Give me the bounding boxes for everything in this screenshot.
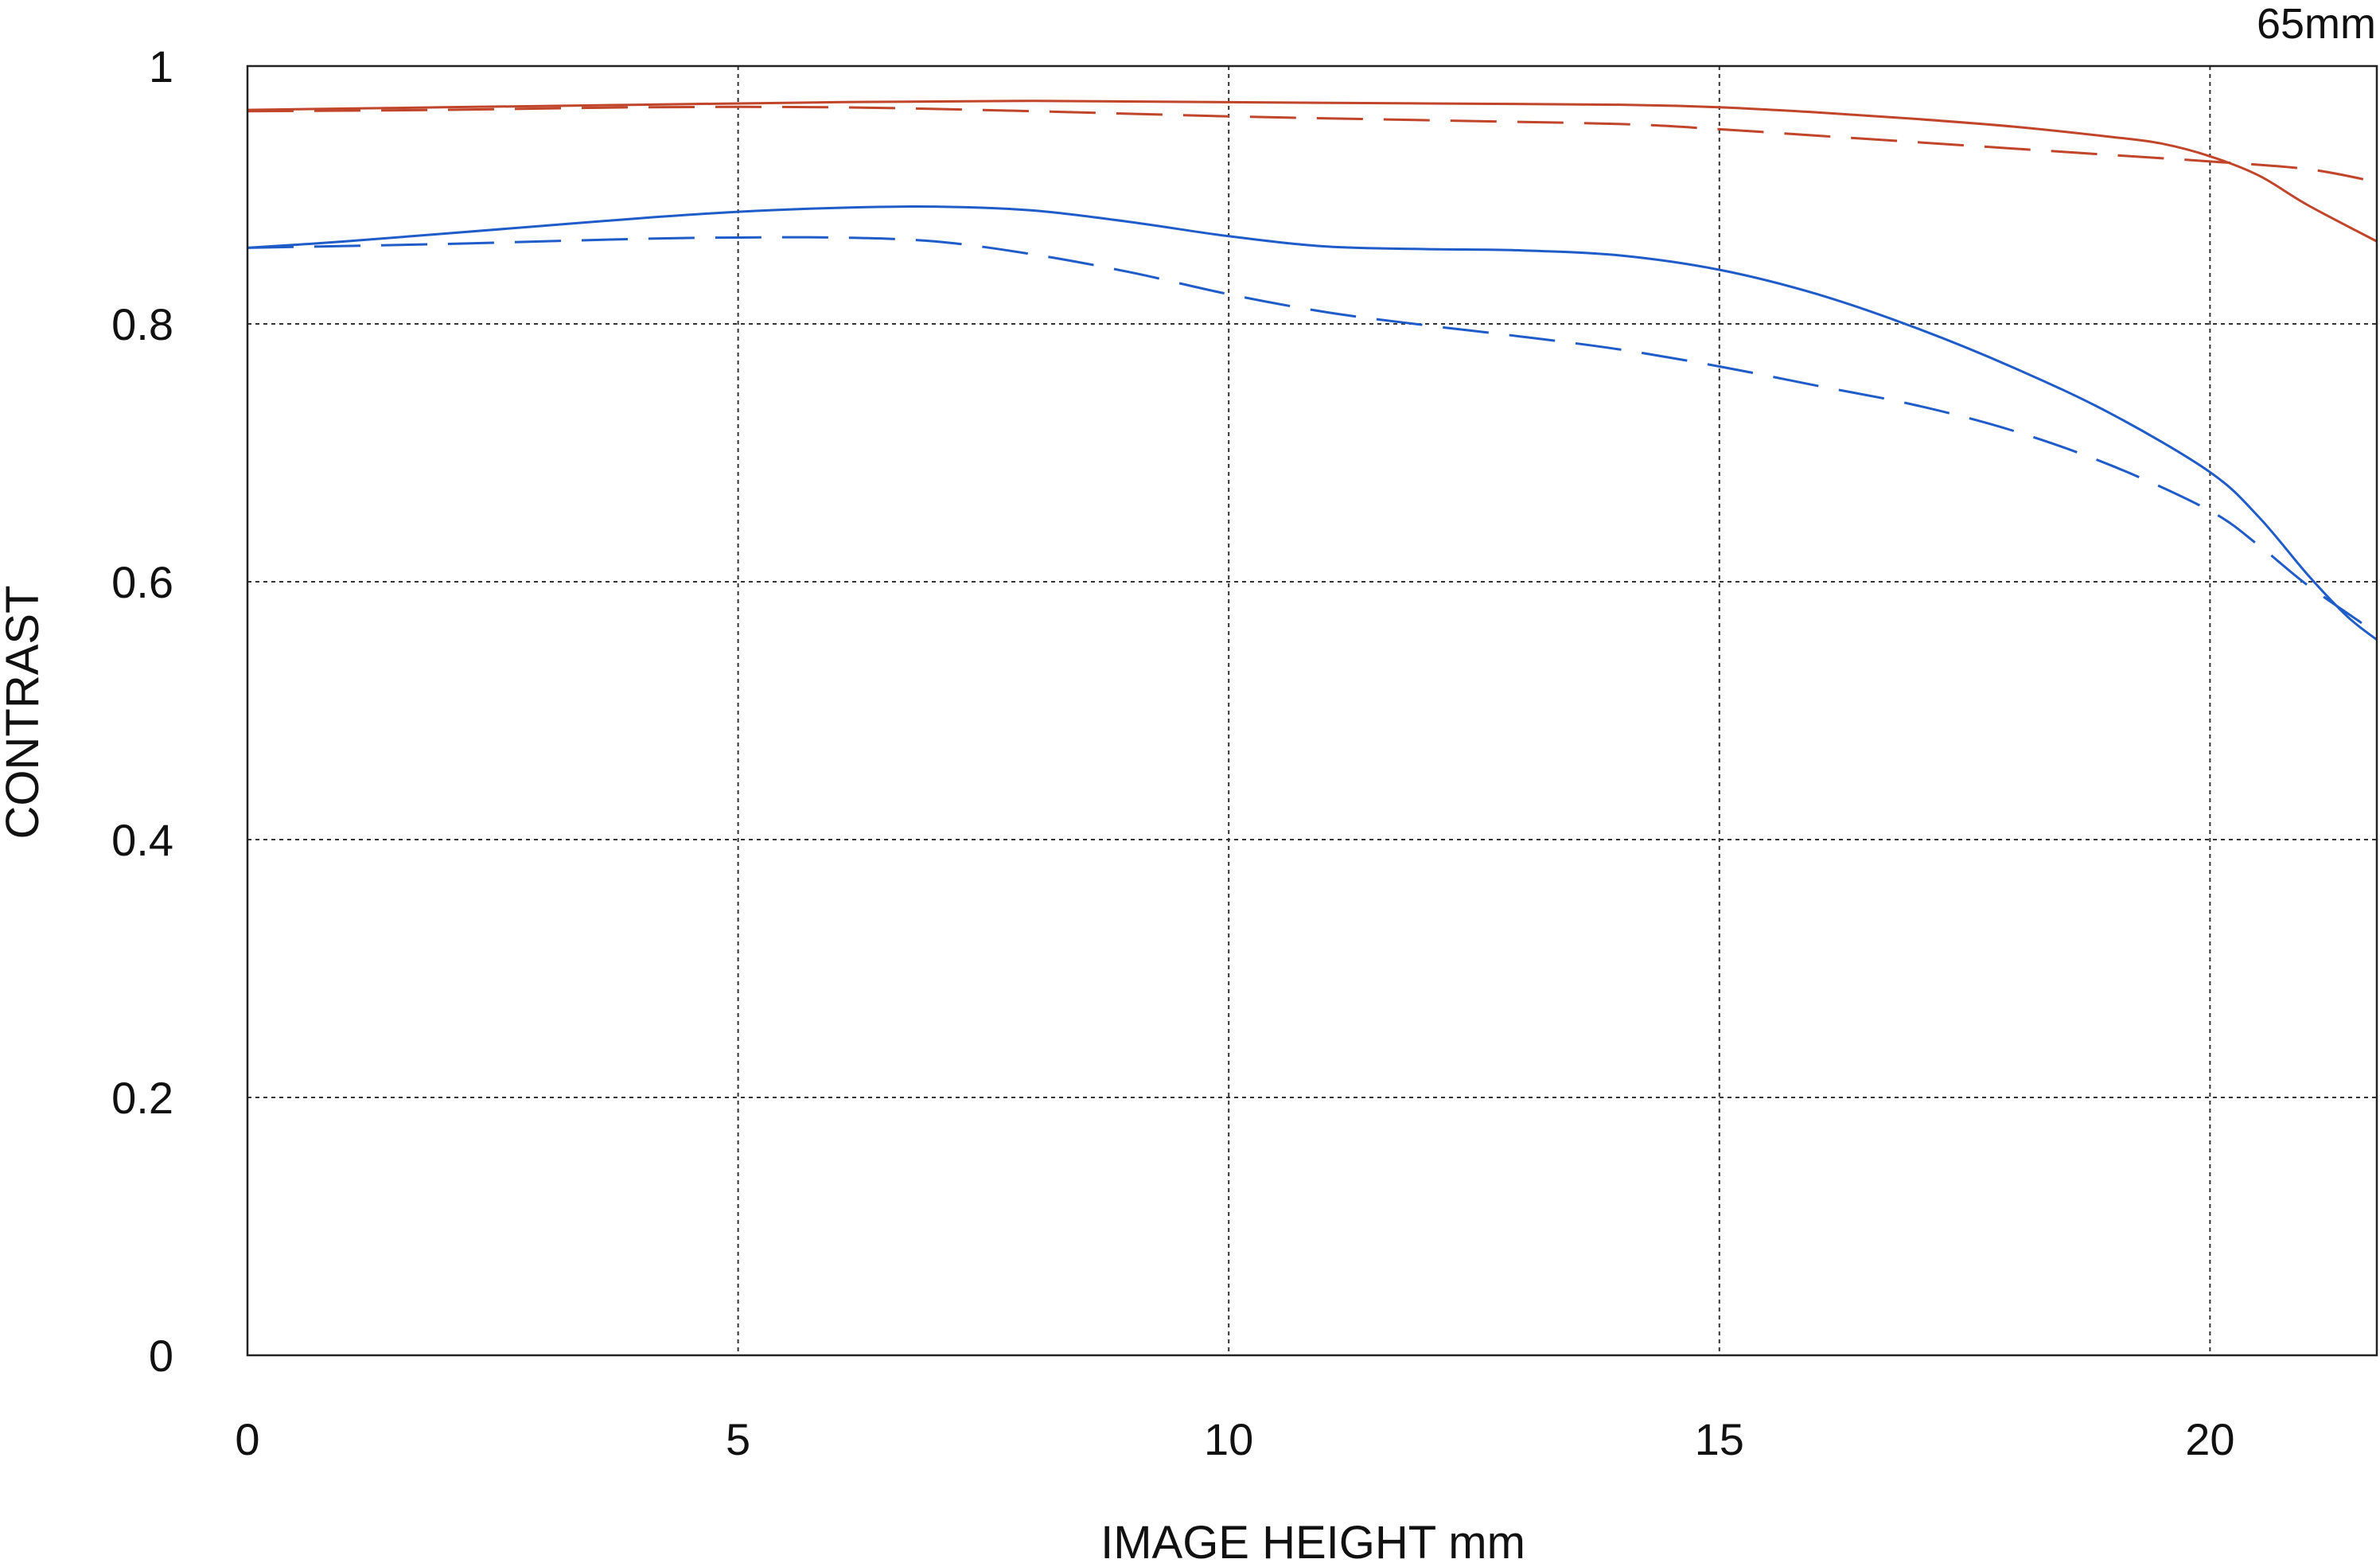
series-line-4-dashed	[247, 236, 2378, 635]
x-axis-title: IMAGE HEIGHT mm	[1100, 1517, 1525, 1563]
series-line-3-solid	[247, 205, 2378, 641]
series-line-1-solid	[247, 99, 2378, 243]
x-tick-label: 20	[2185, 1414, 2234, 1464]
plot-frame	[246, 64, 2378, 1357]
y-tick-label: 0	[149, 1331, 173, 1381]
series-line-2-dashed	[247, 105, 2378, 184]
series-layer	[247, 99, 2378, 641]
y-axis-title: CONTRAST	[0, 586, 49, 840]
x-tick-labels: 0 5 10 15 20	[235, 1414, 2234, 1464]
y-tick-label: 1	[149, 41, 173, 92]
x-tick-label: 5	[726, 1414, 750, 1464]
y-tick-label: 0.4	[111, 815, 173, 865]
y-tick-labels: 0 0.2 0.4 0.6 0.8 1	[111, 41, 173, 1381]
x-tick-label: 15	[1695, 1414, 1744, 1464]
x-tick-label: 10	[1204, 1414, 1253, 1464]
x-tick-label: 0	[235, 1414, 259, 1464]
y-tick-label: 0.2	[111, 1073, 173, 1123]
y-tick-label: 0.8	[111, 299, 173, 349]
chart-title: 65mm	[2257, 0, 2376, 48]
grid-lines	[247, 66, 2377, 1355]
y-tick-label: 0.6	[111, 557, 173, 607]
